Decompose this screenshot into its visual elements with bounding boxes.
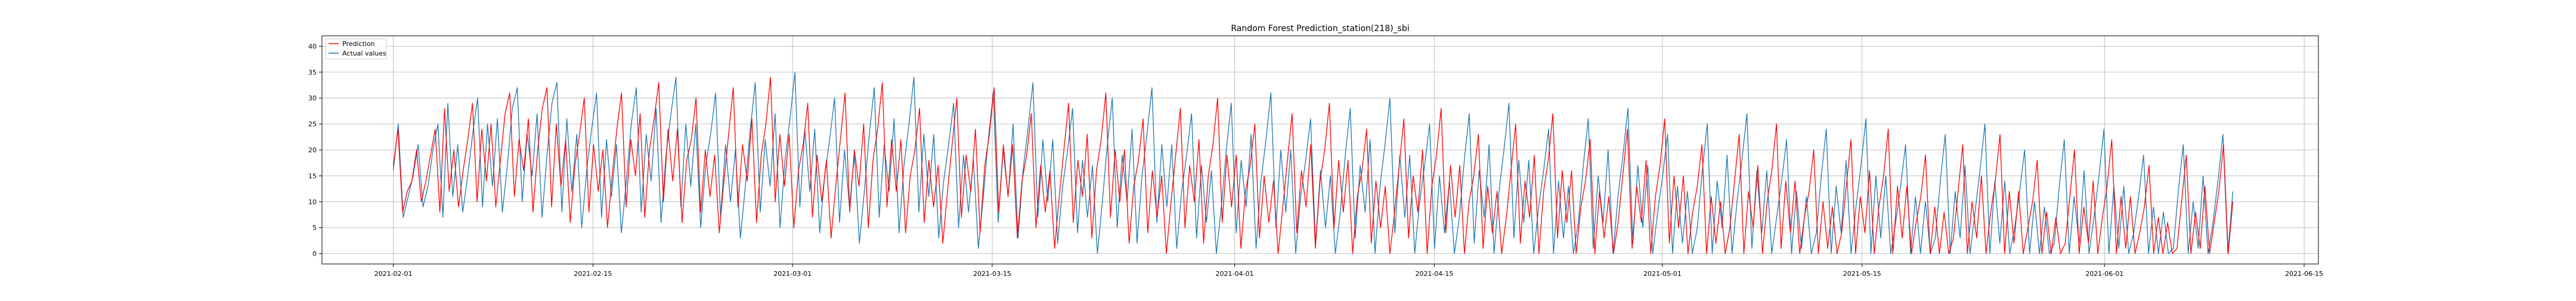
y-tick-label: 5 [312, 224, 317, 232]
y-tick-label: 15 [308, 172, 317, 180]
x-tick-label: 2021-05-15 [1843, 270, 1881, 278]
x-tick-label: 2021-06-01 [2085, 270, 2123, 278]
legend-prediction-label: Prediction [342, 40, 375, 48]
x-tick-label: 2021-05-01 [1643, 270, 1682, 278]
grid-lines [322, 36, 2318, 264]
axis-ticks: 0 5 10 15 20 25 30 35 40 2021-02-01 2021-02-15 2021… [308, 42, 2323, 278]
legend-box [325, 38, 387, 60]
series-lines [392, 72, 2234, 254]
legend: Prediction Actual values [325, 38, 387, 60]
x-tick-label: 2021-03-01 [773, 270, 812, 278]
y-tick-label: 0 [312, 250, 317, 258]
y-tick-label: 35 [308, 69, 317, 76]
series-prediction-line [392, 76, 2234, 254]
y-tick-label: 20 [308, 146, 317, 154]
x-tick-label: 2021-04-01 [1216, 270, 1254, 278]
x-tick-label: 2021-04-15 [1415, 270, 1453, 278]
x-tick-label: 2021-06-15 [2285, 270, 2323, 278]
y-tick-label: 40 [308, 42, 317, 50]
y-tick-label: 30 [308, 94, 317, 102]
series-actual-line [392, 72, 2234, 254]
chart-title: Random Forest Prediction_station(218)_sb… [1231, 24, 1409, 33]
x-tick-label: 2021-02-01 [374, 270, 413, 278]
x-tick-label: 2021-03-15 [973, 270, 1011, 278]
y-tick-label: 10 [308, 198, 317, 206]
legend-actual-label: Actual values [342, 50, 386, 57]
y-tick-label: 25 [308, 121, 317, 128]
x-tick-label: 2021-02-15 [574, 270, 612, 278]
